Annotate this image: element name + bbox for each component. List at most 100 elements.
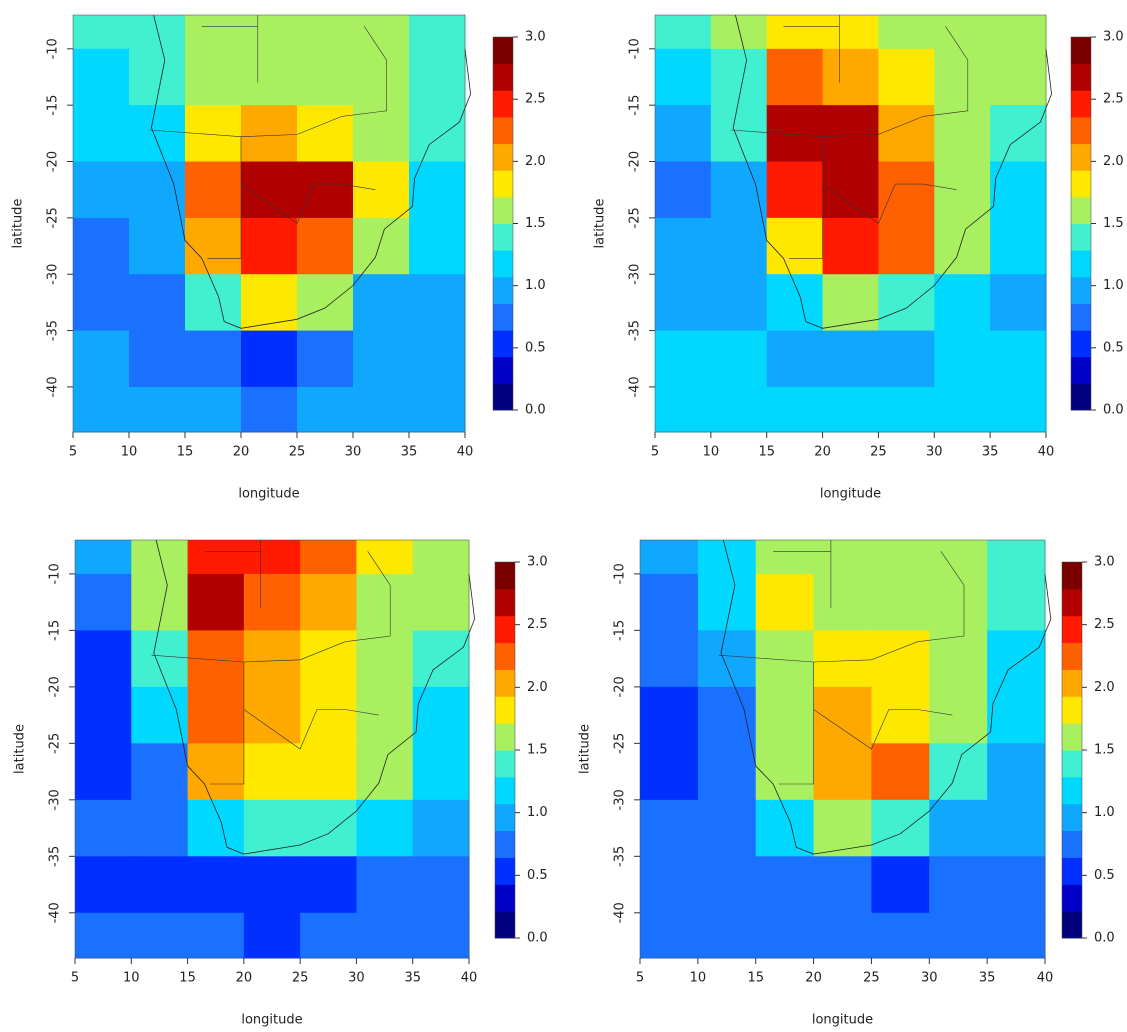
- heat-cell: [75, 799, 132, 857]
- heat-cell: [697, 743, 757, 801]
- heat-cell: [75, 686, 132, 744]
- heat-cell: [356, 743, 414, 801]
- colorbar-tick-label: 0.5: [1103, 340, 1124, 355]
- heat-cell: [755, 856, 815, 914]
- heat-cell: [813, 856, 872, 914]
- heat-cell: [822, 105, 879, 163]
- x-tick-label: 25: [289, 445, 306, 460]
- colorbar-step: [495, 803, 515, 832]
- y-tick-label: -35: [48, 846, 63, 867]
- colorbar-step: [1071, 63, 1091, 91]
- colorbar-tick-label: 1.0: [1094, 805, 1115, 820]
- colorbar-step: [1062, 642, 1082, 670]
- heat-cell: [813, 912, 872, 959]
- heat-cell: [356, 540, 414, 575]
- heat-cell: [697, 573, 757, 631]
- heat-cell: [871, 743, 930, 801]
- heat-cell: [813, 630, 872, 688]
- y-tick-label: -20: [48, 676, 63, 697]
- heat-cell: [241, 105, 298, 163]
- heat-cell: [409, 386, 466, 433]
- plot-frame: [654, 14, 1047, 433]
- heat-cell: [185, 15, 242, 50]
- heat-cell: [934, 274, 991, 332]
- border: [822, 183, 957, 224]
- x-tick-label: 40: [1038, 445, 1055, 460]
- heat-cell: [241, 386, 298, 433]
- heat-cell: [185, 105, 242, 163]
- heat-cell: [822, 386, 879, 433]
- y-tick-label: -20: [613, 676, 628, 697]
- heat-cell: [655, 386, 712, 433]
- heat-cell: [131, 743, 189, 801]
- x-tick-label: 15: [177, 445, 194, 460]
- heat-cell: [640, 686, 699, 744]
- heat-cell: [934, 217, 991, 275]
- plot-frame: [74, 539, 470, 959]
- y-tick-label: -25: [46, 207, 61, 228]
- heat-cell: [987, 856, 1046, 914]
- heat-cell: [929, 799, 988, 857]
- heat-cell: [655, 330, 712, 388]
- heat-cell: [300, 799, 357, 857]
- heat-cell: [822, 217, 879, 275]
- colorbar-step: [1071, 90, 1091, 118]
- colorbar-step: [1071, 223, 1091, 251]
- heat-cell: [710, 217, 768, 275]
- heat-cell: [640, 630, 699, 688]
- heat-cell: [929, 856, 988, 914]
- heat-cell: [300, 912, 357, 959]
- y-tick-label: -10: [46, 38, 61, 59]
- heat-cell: [185, 274, 242, 332]
- heat-cell: [409, 161, 466, 219]
- border: [299, 551, 391, 661]
- heat-cell: [412, 540, 470, 575]
- heat-cell: [75, 912, 132, 959]
- heat-cell: [300, 686, 357, 744]
- heat-cell: [243, 686, 301, 744]
- colorbar-step: [1071, 330, 1091, 358]
- heat-cell: [75, 630, 132, 688]
- heat-cell: [187, 630, 245, 688]
- heat-cell: [75, 743, 132, 801]
- heat-cell: [640, 912, 699, 959]
- colorbar-tick-label: 0.5: [527, 868, 548, 883]
- colorbar-step: [1071, 196, 1091, 224]
- x-axis-label: longitude: [238, 487, 299, 502]
- colorbar-step: [495, 615, 515, 644]
- colorbar-tick-label: 0.0: [1103, 403, 1124, 418]
- colorbar-tick-label: 2.0: [1103, 154, 1124, 169]
- heat-cell: [990, 330, 1047, 388]
- heat-cell: [929, 912, 988, 959]
- heat-cell: [185, 161, 242, 219]
- heat-cell: [412, 686, 470, 744]
- heat-cell: [243, 540, 301, 575]
- heat-cell: [990, 15, 1047, 50]
- border: [789, 136, 823, 259]
- heat-cell: [241, 330, 298, 388]
- heat-cell: [640, 743, 699, 801]
- colorbar-step: [1071, 250, 1091, 278]
- heat-cell: [243, 799, 301, 857]
- heat-cell: [813, 799, 872, 857]
- colorbar-step: [495, 588, 515, 617]
- heat-cell: [185, 386, 242, 433]
- heat-cell: [409, 330, 466, 388]
- heat-cell: [640, 573, 699, 631]
- heat-cell: [73, 217, 130, 275]
- heat-cell: [129, 330, 186, 388]
- x-tick-label: 30: [921, 971, 938, 986]
- heat-cell: [356, 573, 414, 631]
- colorbar-tick-label: 1.0: [525, 278, 546, 293]
- heat-cell: [409, 274, 466, 332]
- heat-cell: [73, 274, 130, 332]
- border: [207, 136, 242, 259]
- heat-cell: [755, 799, 815, 857]
- x-tick-label: 40: [1037, 971, 1054, 986]
- heat-cell: [987, 573, 1046, 631]
- heat-cell: [987, 799, 1046, 857]
- y-tick-label: -10: [613, 563, 628, 584]
- heat-cell: [878, 386, 935, 433]
- heat-cell: [297, 330, 354, 388]
- heat-cell: [755, 686, 815, 744]
